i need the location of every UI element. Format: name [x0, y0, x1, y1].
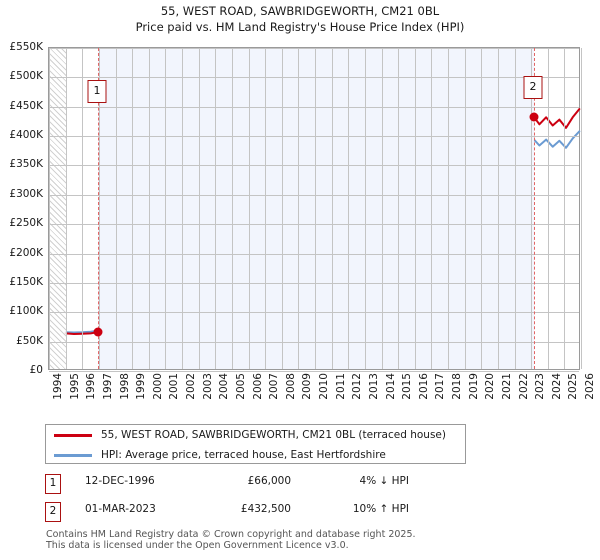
x-axis-tick: 1996: [85, 373, 98, 400]
x-axis-tick: 2016: [417, 373, 430, 400]
legend-swatch-hpi: [54, 453, 92, 457]
copyright-footer: Contains HM Land Registry data © Crown c…: [46, 529, 586, 551]
y-axis-tick: £150K: [9, 275, 43, 288]
page-title: 55, WEST ROAD, SAWBRIDGEWORTH, CM21 0BL: [160, 4, 440, 18]
x-axis-tick: 2014: [384, 373, 397, 400]
x-axis-tick: 2015: [401, 373, 414, 400]
x-axis-tick: 2008: [284, 373, 297, 400]
chart-plot-area: [48, 47, 582, 372]
x-axis-tick: 2010: [318, 373, 330, 400]
x-axis-tick: 2011: [334, 373, 347, 400]
x-axis-tick: 2006: [251, 373, 264, 400]
footer-line-1: Contains HM Land Registry data © Crown c…: [46, 529, 416, 540]
y-axis-tick: £50K: [16, 334, 43, 347]
x-axis-tick: 2003: [201, 373, 214, 400]
y-axis-tick: £550K: [9, 41, 43, 53]
y-axis-tick: £0: [29, 364, 43, 376]
sale-hpi-delta-2: 10% ↑ HPI: [352, 503, 409, 515]
legend-label-hpi: HPI: Average price, terraced house, East…: [101, 449, 386, 461]
x-axis-tick: 1997: [101, 373, 114, 400]
y-axis-tick: £450K: [9, 99, 43, 112]
legend-swatch-property: [54, 433, 92, 437]
y-axis-tick: £400K: [9, 129, 43, 142]
y-axis-tick: £250K: [9, 217, 43, 230]
x-axis-tick: 2013: [367, 373, 380, 400]
x-axis-tick: 1994: [52, 373, 64, 400]
x-axis-tick: 2022: [517, 373, 530, 400]
y-axis-tick: £100K: [9, 305, 43, 318]
sale-index-1: 1: [45, 474, 61, 494]
chart-title-block: 55, WEST ROAD, SAWBRIDGEWORTH, CM21 0BL …: [0, 3, 600, 35]
sale-price-1: £66,000: [247, 475, 291, 487]
x-axis-tick: 2002: [185, 373, 197, 400]
x-axis-tick: 1998: [118, 373, 131, 400]
left-hatched-band: [49, 48, 66, 369]
x-axis-tick: 2023: [534, 373, 547, 400]
sale-index-2: 2: [45, 502, 61, 522]
x-axis-tick: 2024: [550, 373, 563, 400]
sale-price-2: £432,500: [240, 503, 291, 515]
x-axis-tick: 2021: [500, 373, 513, 400]
sale-row-2[interactable]: 2 01-MAR-2023 £432,500 10% ↑ HPI: [45, 502, 515, 522]
x-axis-tick: 2004: [218, 373, 231, 400]
x-axis-tick: 2007: [268, 373, 281, 400]
page-subtitle: Price paid vs. HM Land Registry's House …: [135, 20, 465, 34]
x-axis-tick: 2020: [484, 373, 497, 400]
x-axis-tick: 1995: [68, 373, 81, 400]
x-axis-tick: 2026: [584, 373, 596, 400]
footer-line-2: This data is licensed under the Open Gov…: [46, 540, 349, 551]
sale-date-1: 12-DEC-1996: [85, 475, 155, 487]
x-axis-tick: 2018: [451, 373, 463, 400]
x-axis-tick: 2019: [467, 373, 480, 400]
sale-event-line: [98, 48, 100, 369]
y-axis-tick: £200K: [9, 246, 43, 259]
y-axis-tick: £350K: [9, 158, 43, 171]
legend-label-property: 55, WEST ROAD, SAWBRIDGEWORTH, CM21 0BL …: [101, 429, 446, 441]
sale-hpi-delta-1: 4% ↓ HPI: [359, 475, 409, 487]
x-axis-tick: 2025: [567, 373, 580, 400]
chart-legend: 55, WEST ROAD, SAWBRIDGEWORTH, CM21 0BL …: [45, 424, 466, 464]
x-axis-tick: 2009: [301, 373, 314, 400]
sale-marker-box[interactable]: 1: [87, 80, 107, 103]
sale-row-1[interactable]: 1 12-DEC-1996 £66,000 4% ↓ HPI: [45, 474, 515, 494]
legend-item-hpi: HPI: Average price, terraced house, East…: [46, 445, 465, 465]
y-axis-tick: £500K: [9, 70, 43, 83]
x-axis-tick: 2001: [168, 373, 181, 400]
y-axis-tick: £300K: [9, 187, 43, 200]
sale-point-marker[interactable]: [93, 327, 103, 337]
x-axis-tick: 2017: [434, 373, 447, 400]
sale-point-marker[interactable]: [529, 112, 539, 122]
x-axis-tick: 2005: [234, 373, 247, 400]
x-axis-tick: 1999: [135, 373, 148, 400]
sale-date-2: 01-MAR-2023: [85, 503, 156, 515]
x-axis-tick: 2000: [151, 373, 164, 400]
legend-item-property: 55, WEST ROAD, SAWBRIDGEWORTH, CM21 0BL …: [46, 425, 465, 445]
sale-marker-box[interactable]: 2: [523, 76, 543, 99]
sale-event-line: [533, 48, 535, 369]
x-axis-tick: 2012: [351, 373, 364, 400]
